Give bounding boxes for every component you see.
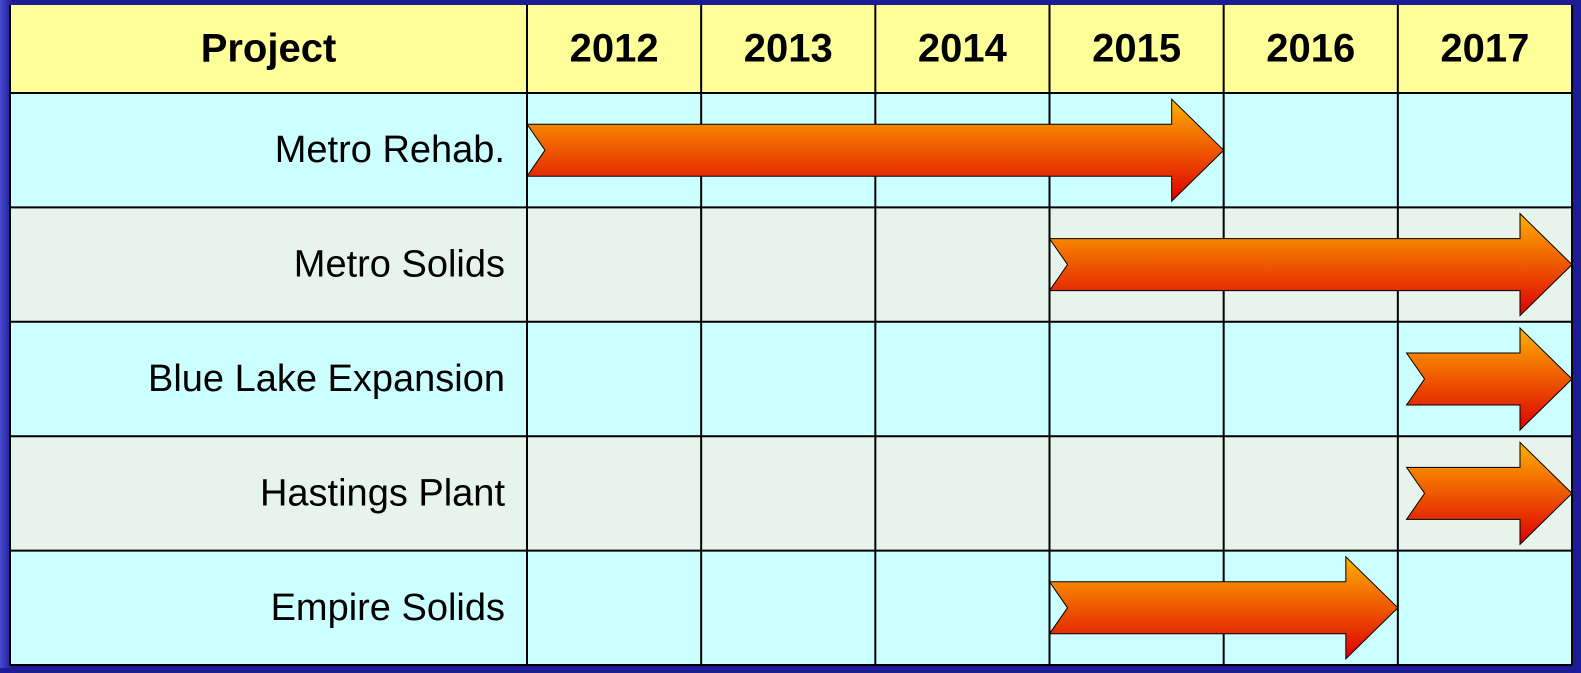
year-header: 2017 bbox=[1440, 27, 1529, 71]
schedule-arrow bbox=[1048, 555, 1399, 660]
year-header: 2012 bbox=[570, 27, 659, 71]
project-label: Metro Solids bbox=[294, 244, 505, 286]
schedule-arrow bbox=[526, 98, 1225, 203]
project-label: Blue Lake Expansion bbox=[148, 358, 505, 400]
schedule-arrow bbox=[1405, 441, 1573, 546]
project-label: Empire Solids bbox=[271, 587, 505, 629]
table-row bbox=[10, 436, 1572, 551]
project-label: Hastings Plant bbox=[260, 472, 505, 514]
schedule-arrow bbox=[1048, 212, 1573, 317]
year-header: 2013 bbox=[744, 27, 833, 71]
schedule-arrow bbox=[1405, 326, 1573, 432]
year-header: 2014 bbox=[918, 27, 1008, 71]
table-row bbox=[10, 321, 1572, 437]
project-label: Metro Rehab. bbox=[275, 129, 505, 171]
year-header: 2015 bbox=[1092, 27, 1181, 71]
year-header: 2016 bbox=[1266, 27, 1355, 71]
row-header: Project bbox=[201, 27, 337, 71]
header-row bbox=[10, 5, 1572, 93]
